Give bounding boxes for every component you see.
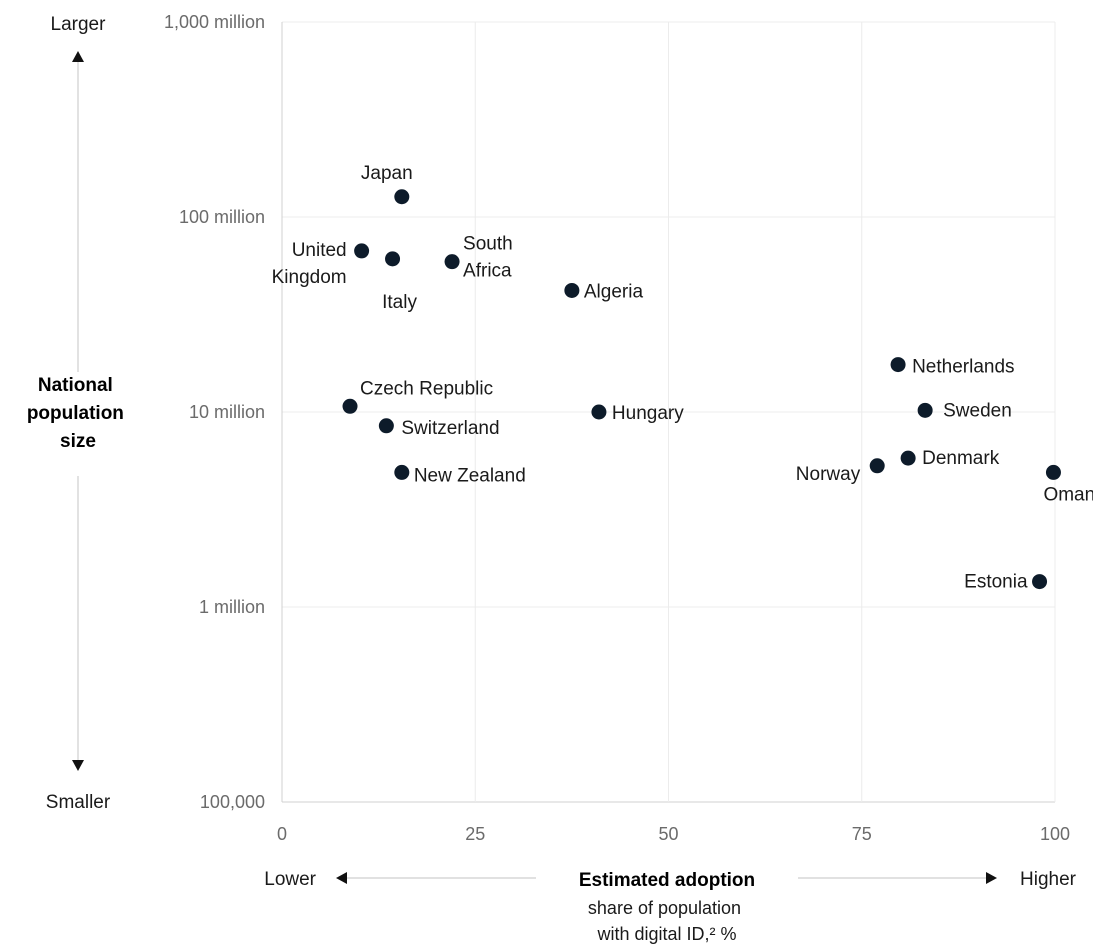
point-label: United Kingdom bbox=[272, 240, 347, 288]
x-tick-label: 50 bbox=[658, 824, 678, 844]
x-tick-label: 25 bbox=[465, 824, 485, 844]
data-point bbox=[354, 243, 370, 259]
data-point bbox=[1045, 464, 1061, 480]
data-point bbox=[900, 450, 916, 466]
y-axis-arrow-down bbox=[72, 476, 84, 771]
data-point bbox=[342, 398, 358, 414]
x-axis-arrow-right bbox=[986, 872, 997, 884]
point-label: Netherlands bbox=[912, 357, 1014, 378]
point-label: Oman bbox=[1043, 484, 1093, 505]
y-axis-title: National population size bbox=[27, 375, 129, 452]
data-point bbox=[444, 254, 460, 270]
data-point bbox=[869, 458, 885, 474]
data-point bbox=[394, 189, 410, 205]
data-point bbox=[591, 404, 607, 420]
y-tick-label: 10 million bbox=[189, 402, 265, 422]
point-label: Japan bbox=[361, 163, 413, 184]
data-points: Japan United Kingdom Italy South Africa Algeri… bbox=[272, 163, 1093, 593]
data-point bbox=[1032, 574, 1048, 590]
point-label: Sweden bbox=[943, 400, 1012, 421]
x-low-label: Lower bbox=[264, 869, 316, 890]
y-axis-arrow-up bbox=[72, 51, 84, 372]
point-label: Switzerland bbox=[401, 418, 499, 439]
y-tick-label: 1 million bbox=[199, 597, 265, 617]
y-low-label: Smaller bbox=[46, 792, 111, 813]
point-label: South Africa bbox=[463, 234, 513, 282]
x-axis-subtitle: share of population with digital ID,² % bbox=[588, 898, 746, 944]
point-label: Algeria bbox=[584, 281, 644, 302]
point-label: Denmark bbox=[922, 448, 1000, 469]
x-high-label: Higher bbox=[1020, 869, 1077, 890]
y-tick-label: 1,000 million bbox=[164, 12, 265, 32]
data-point bbox=[917, 402, 933, 418]
data-point bbox=[890, 357, 906, 373]
x-tick-labels: 0 25 50 75 100 bbox=[277, 824, 1070, 844]
x-tick-label: 0 bbox=[277, 824, 287, 844]
data-point bbox=[564, 282, 580, 298]
point-label: Estonia bbox=[964, 572, 1028, 593]
point-label: Hungary bbox=[612, 403, 684, 424]
x-axis-arrow-left bbox=[336, 872, 347, 884]
x-axis-title: Estimated adoption bbox=[579, 870, 755, 891]
y-high-label: Larger bbox=[51, 14, 107, 35]
plot-grid bbox=[281, 21, 1056, 803]
y-tick-labels: 100,000 1 million 10 million 100 million 1,0… bbox=[164, 12, 265, 812]
y-tick-label: 100 million bbox=[179, 207, 265, 227]
point-label: Norway bbox=[796, 464, 861, 485]
data-point bbox=[378, 418, 394, 434]
data-point bbox=[394, 464, 410, 480]
point-label: New Zealand bbox=[414, 465, 526, 486]
x-tick-label: 100 bbox=[1040, 824, 1070, 844]
y-tick-label: 100,000 bbox=[200, 792, 265, 812]
data-point bbox=[385, 251, 401, 267]
x-tick-label: 75 bbox=[852, 824, 872, 844]
point-label: Italy bbox=[382, 292, 417, 313]
point-label: Czech Republic bbox=[360, 378, 493, 399]
